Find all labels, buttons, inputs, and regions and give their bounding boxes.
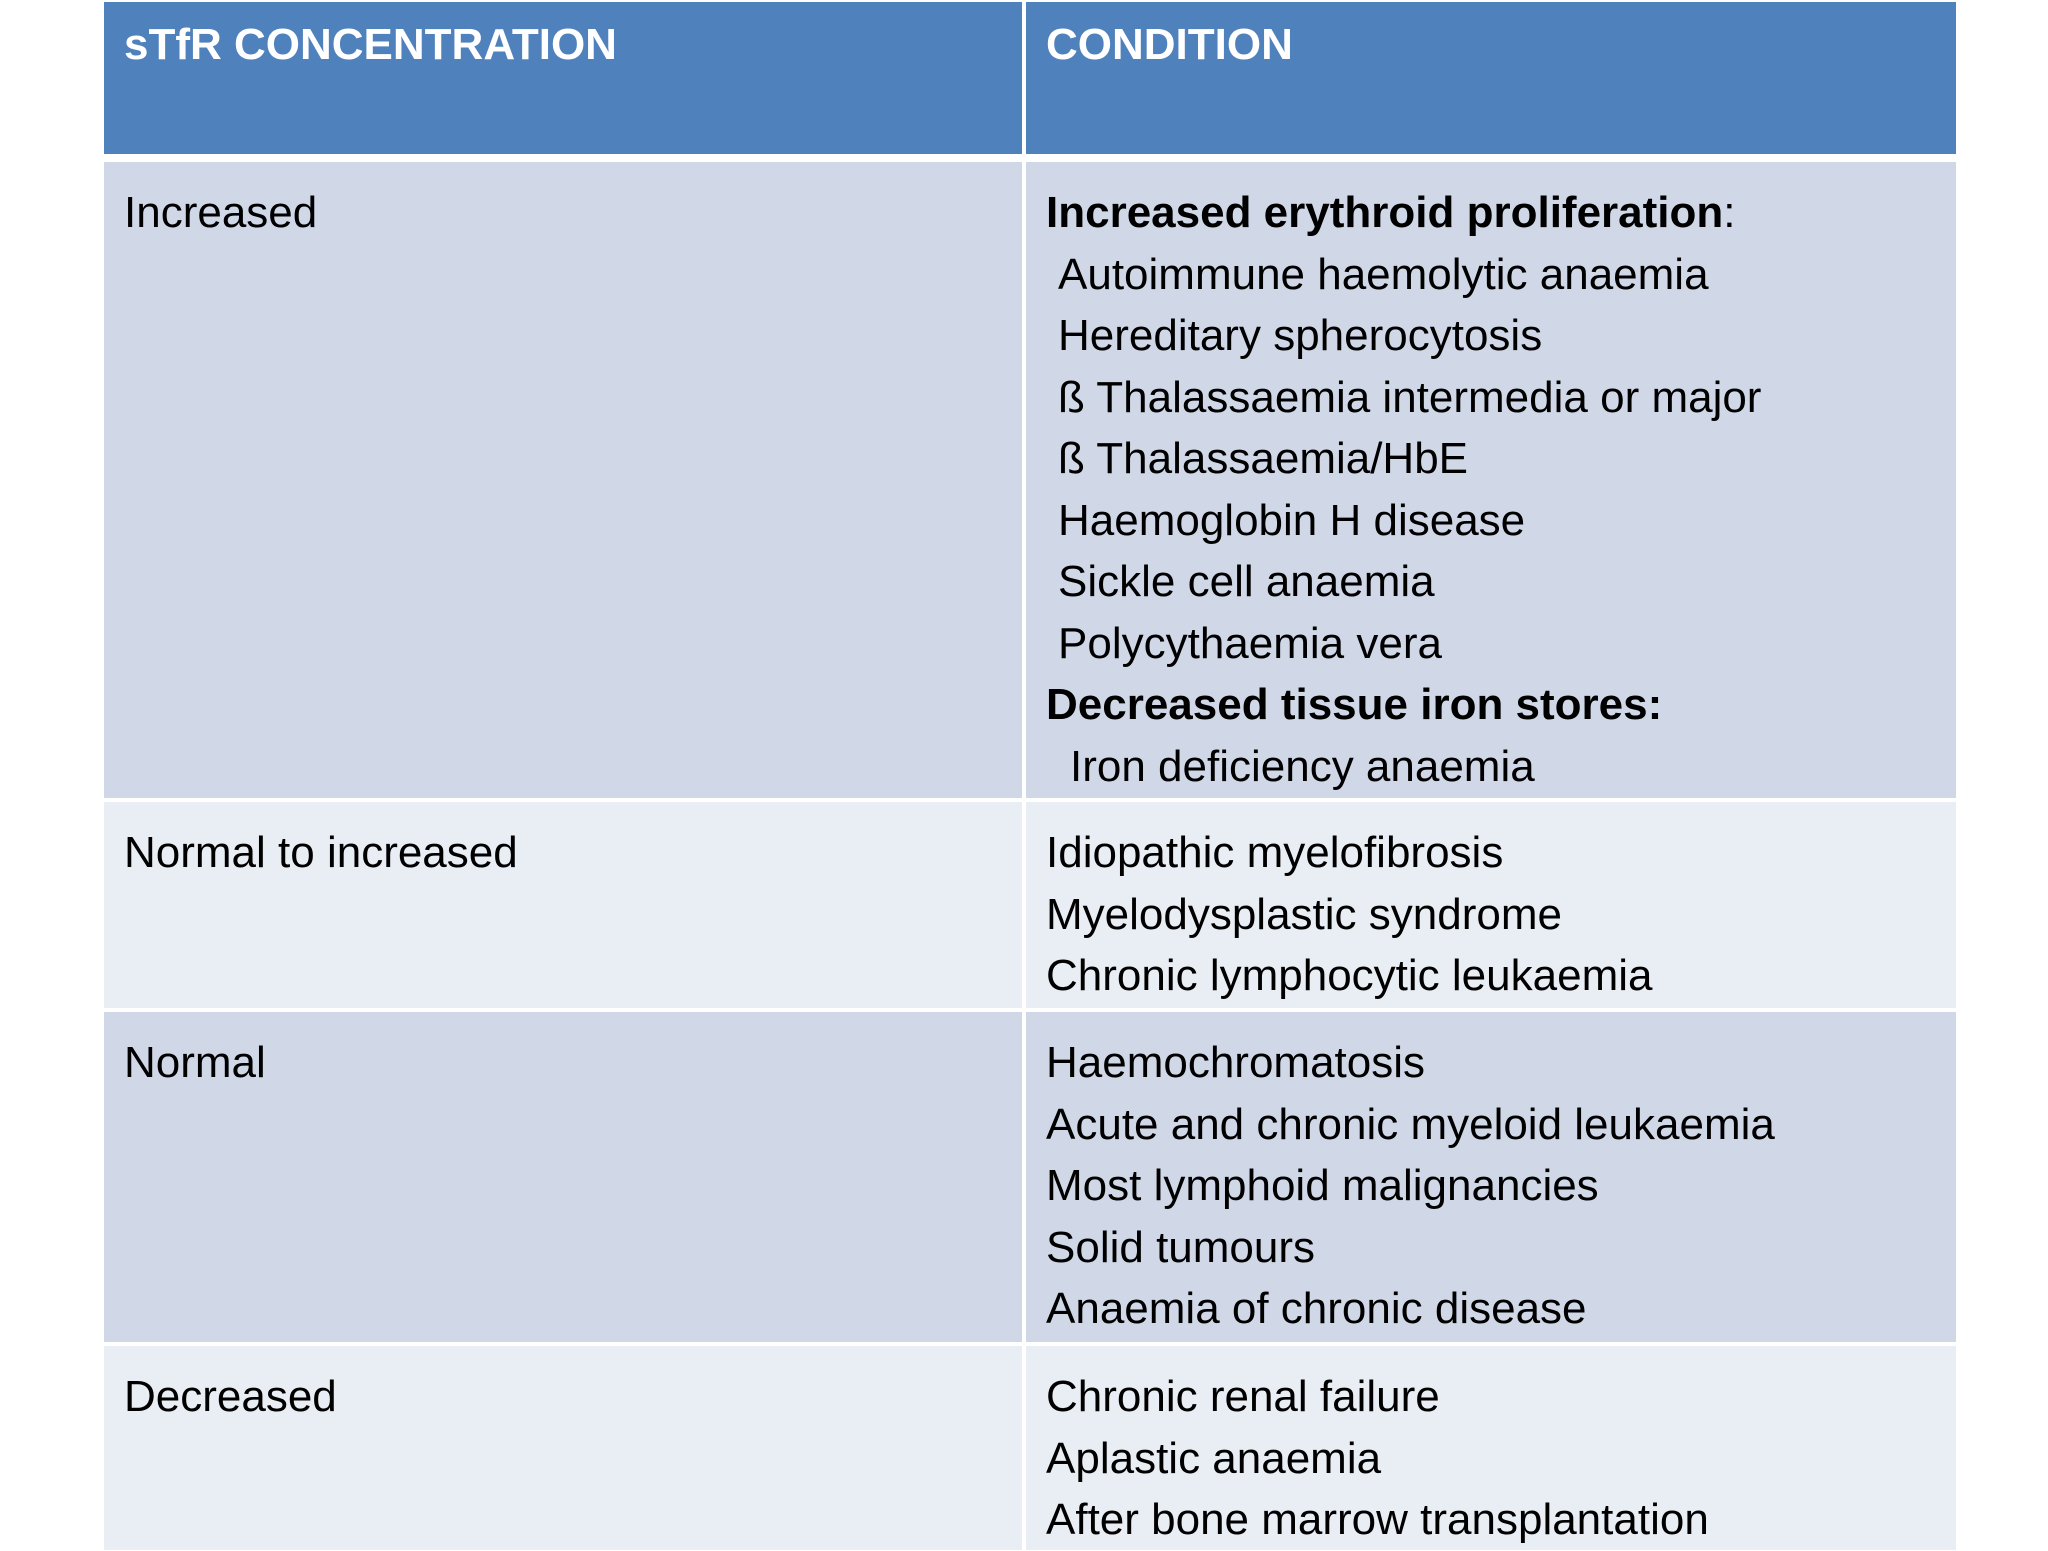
- group-title: Decreased tissue iron stores:: [1046, 680, 1663, 729]
- concentration-cell: Normal to increased: [104, 802, 1026, 1008]
- condition-item: Hereditary spherocytosis: [1058, 311, 1543, 360]
- table-row: Normal to increased Idiopathic myelofibr…: [104, 802, 1956, 1012]
- stfr-conditions-table: sTfR CONCENTRATION CONDITION Increased I…: [104, 2, 1956, 1550]
- table-row: Decreased Chronic renal failure Aplastic…: [104, 1346, 1956, 1550]
- condition-item: Chronic renal failure: [1046, 1372, 1440, 1421]
- table-row: Increased Increased erythroid proliferat…: [104, 162, 1956, 802]
- concentration-cell: Increased: [104, 162, 1026, 798]
- condition-item: Haemochromatosis: [1046, 1038, 1426, 1087]
- condition-item: ß Thalassaemia/HbE: [1058, 434, 1469, 483]
- condition-item: Myelodysplastic syndrome: [1046, 889, 1562, 939]
- header-condition: CONDITION: [1026, 2, 1956, 154]
- condition-cell: Idiopathic myelofibrosis Myelodysplastic…: [1026, 802, 1956, 1008]
- condition-item: Acute and chronic myeloid leukaemia: [1046, 1099, 1775, 1149]
- group-title: Increased erythroid proliferation: [1046, 188, 1724, 237]
- condition-item: Anaemia of chronic disease: [1046, 1284, 1587, 1333]
- concentration-cell: Decreased: [104, 1346, 1026, 1550]
- condition-item: After bone marrow transplantation: [1046, 1495, 1709, 1544]
- condition-item: Autoimmune haemolytic anaemia: [1058, 249, 1709, 299]
- condition-item: Most lymphoid malignancies: [1046, 1161, 1599, 1210]
- condition-item: Solid tumours: [1046, 1222, 1316, 1272]
- condition-item: Chronic lymphocytic leukaemia: [1046, 951, 1653, 1000]
- condition-cell: Chronic renal failure Aplastic anaemia A…: [1026, 1346, 1956, 1550]
- table-row: Normal Haemochromatosis Acute and chroni…: [104, 1012, 1956, 1346]
- group-title-suffix: :: [1723, 188, 1736, 237]
- condition-item: Idiopathic myelofibrosis: [1046, 828, 1504, 877]
- condition-item: Iron deficiency anaemia: [1070, 741, 1535, 791]
- group-heading: Increased erythroid proliferation:: [1046, 182, 1936, 244]
- condition-item: Haemoglobin H disease: [1058, 495, 1526, 545]
- condition-cell: Haemochromatosis Acute and chronic myelo…: [1026, 1012, 1956, 1342]
- header-concentration: sTfR CONCENTRATION: [104, 2, 1026, 154]
- condition-item: Sickle cell anaemia: [1058, 557, 1435, 606]
- concentration-cell: Normal: [104, 1012, 1026, 1342]
- condition-item: Aplastic anaemia: [1046, 1433, 1382, 1483]
- condition-item: ß Thalassaemia intermedia or major: [1058, 372, 1762, 422]
- condition-cell: Increased erythroid proliferation: Autoi…: [1026, 162, 1956, 798]
- condition-item: Polycythaemia vera: [1058, 618, 1442, 668]
- table-header-row: sTfR CONCENTRATION CONDITION: [104, 2, 1956, 162]
